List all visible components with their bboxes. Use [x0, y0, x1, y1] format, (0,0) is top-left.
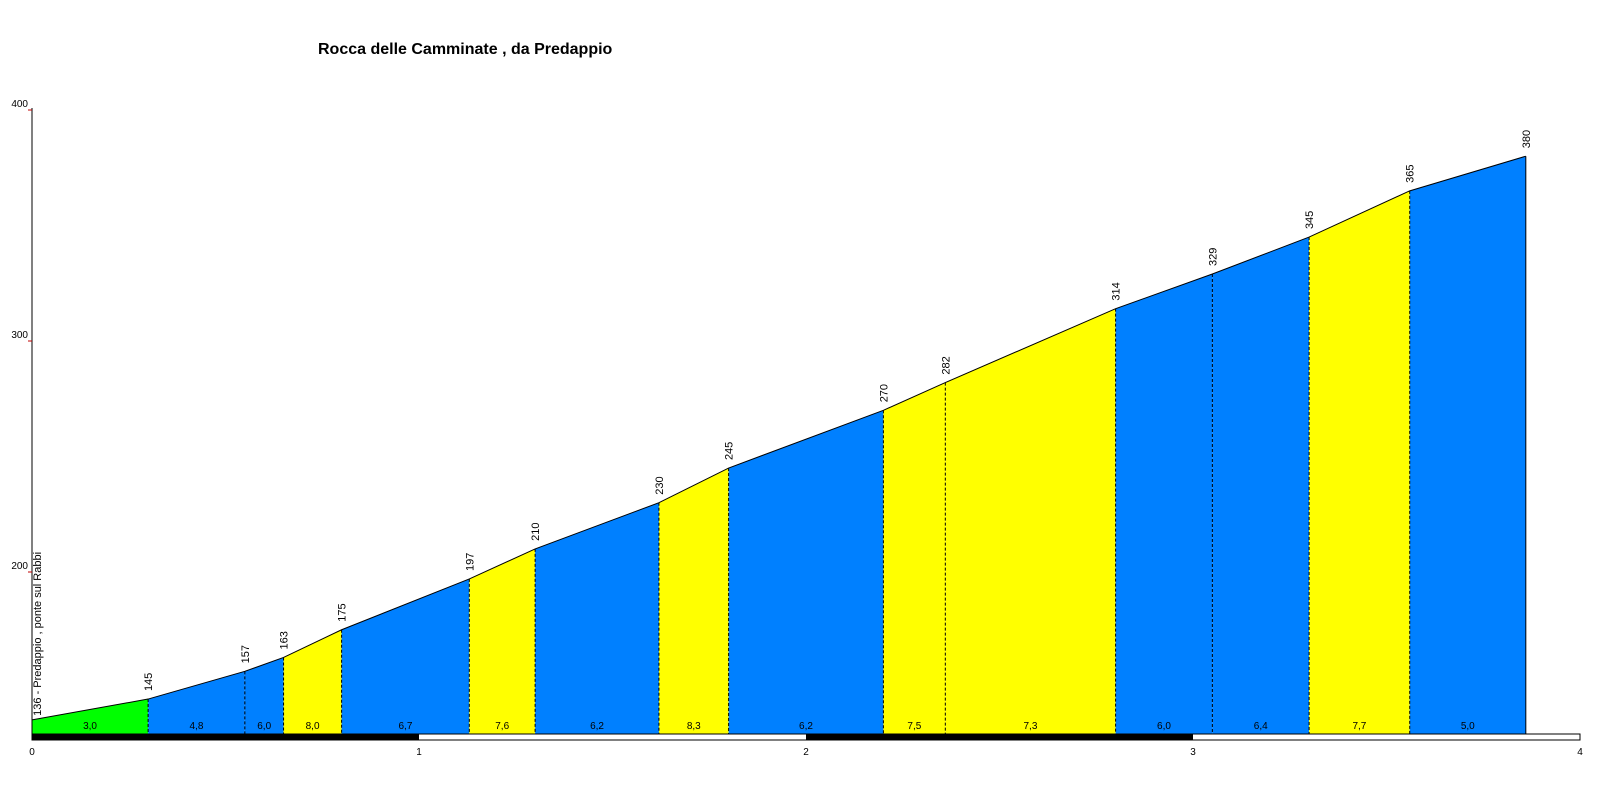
gradient-segment	[244, 657, 284, 734]
x-tick-label: 2	[803, 747, 809, 758]
gradient-segment	[148, 671, 245, 734]
x-tick-label: 1	[416, 747, 422, 758]
scale-bar-black-block	[32, 734, 419, 740]
elevation-label: 175	[337, 603, 349, 621]
segment-grade-label: 6,2	[590, 721, 604, 732]
elevation-label: 157	[240, 645, 252, 663]
elevation-label: 365	[1405, 164, 1417, 182]
elevation-label: 230	[654, 476, 666, 494]
segment-grade-label: 6,0	[1157, 721, 1171, 732]
segment-grade-label: 7,3	[1024, 721, 1038, 732]
gradient-segment	[1212, 237, 1310, 735]
profile-line	[31, 155, 1526, 721]
segment-grade-label: 7,6	[495, 721, 509, 732]
elevation-label: 345	[1304, 211, 1316, 229]
gradient-segment	[32, 699, 149, 734]
gradient-segment	[283, 629, 342, 734]
gradient-segment	[1115, 274, 1213, 734]
gradient-segment	[728, 410, 884, 734]
segment-grade-label: 5,0	[1461, 721, 1475, 732]
y-tick-label: 400	[11, 99, 28, 110]
axes: 200 300 400 0 1 2 3 4	[11, 99, 1583, 758]
divider-lines	[31, 156, 1527, 734]
labels-layer: 3,0 4,8 6,0 8,0 6,7 7,6 6,2 8,3 6,2 7,5 7,3 6,0 6,4 7…	[32, 130, 1533, 732]
x-tick-label: 0	[29, 747, 35, 758]
elevation-label: 270	[878, 384, 890, 402]
segments-layer	[32, 156, 1526, 735]
y-tick-label: 300	[11, 330, 28, 341]
elevation-label: 197	[464, 553, 476, 571]
segment-grade-label: 6,4	[1254, 721, 1268, 732]
gradient-segment	[1309, 190, 1410, 735]
start-location-label: 136 - Predappio , ponte sul Rabbi	[32, 552, 44, 716]
elevation-label: 210	[530, 523, 542, 541]
segment-grade-label: 6,0	[257, 721, 271, 732]
segment-grade-label: 8,0	[306, 721, 320, 732]
elevation-label: 329	[1207, 248, 1219, 266]
y-tick-label: 200	[11, 561, 28, 572]
elevation-label: 314	[1111, 282, 1123, 300]
gradient-segment	[1409, 156, 1526, 734]
elevation-label: 282	[940, 356, 952, 374]
gradient-segment	[945, 308, 1116, 734]
distance-scale-bar	[31, 733, 1581, 741]
profile-line-layer	[31, 155, 1526, 721]
x-tick-label: 3	[1190, 747, 1196, 758]
segment-grade-label: 4,8	[190, 721, 204, 732]
gradient-segment	[469, 548, 536, 734]
segment-grade-label: 8,3	[687, 721, 701, 732]
gradient-segment	[535, 502, 659, 734]
gradient-segment	[341, 578, 470, 734]
elevation-label: 245	[724, 442, 736, 460]
segment-grade-label: 6,2	[799, 721, 813, 732]
segment-grade-label: 6,7	[399, 721, 413, 732]
segment-grade-label: 7,7	[1352, 721, 1366, 732]
chart-title: Rocca delle Camminate , da Predappio	[318, 41, 613, 58]
gradient-segment	[658, 468, 729, 734]
x-tick-label: 4	[1577, 747, 1583, 758]
segment-grade-label: 7,5	[907, 721, 921, 732]
segment-grade-label: 3,0	[83, 721, 97, 732]
elevation-label: 380	[1521, 130, 1533, 148]
elevation-label: 145	[143, 673, 155, 691]
gradient-segment	[883, 382, 946, 734]
scale-bar-black-block	[806, 734, 1193, 740]
elevation-label: 163	[279, 631, 291, 649]
